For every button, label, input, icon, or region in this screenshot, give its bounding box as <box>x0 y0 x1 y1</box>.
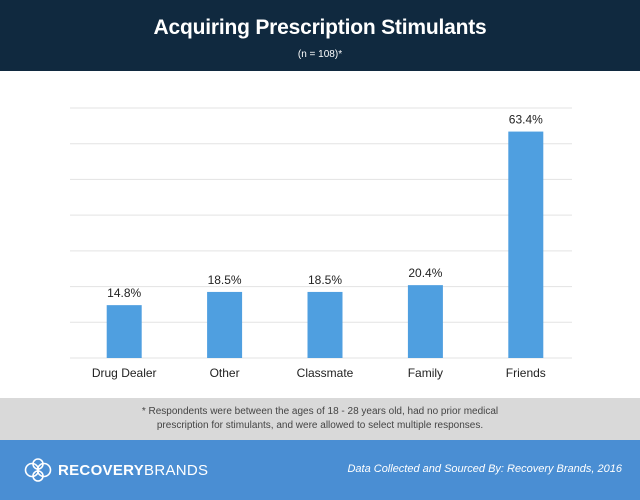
data-label: 18.5% <box>208 273 242 287</box>
chart-area: 14.8% Drug Dealer 18.5% Other 18.5% Classmate… <box>0 71 640 398</box>
brand-name-light: BRANDS <box>144 461 209 479</box>
bar-friends <box>508 131 544 358</box>
data-label: 14.8% <box>107 286 141 300</box>
chart-title: Acquiring Prescription Stimulants <box>153 16 487 39</box>
category-label: Other <box>210 366 240 380</box>
data-label: 18.5% <box>308 273 342 287</box>
brand-name: RECOVERYBRANDS <box>58 462 208 479</box>
bar-chart: 14.8% Drug Dealer 18.5% Other 18.5% Classmate… <box>70 107 572 380</box>
category-label: Friends <box>506 366 546 380</box>
recovery-brands-logo-icon <box>24 458 52 482</box>
data-label: 20.4% <box>408 266 442 280</box>
brand-name-bold: RECOVERY <box>58 461 145 479</box>
bar-drug-dealer <box>106 305 142 358</box>
bar-classmate <box>307 291 343 358</box>
chart-subtitle: (n = 108)* <box>297 49 343 60</box>
category-label: Family <box>408 366 443 380</box>
footnote-text: * Respondents were between the ages of 1… <box>141 406 499 431</box>
source-credit: Data Collected and Sourced By: Recovery … <box>347 463 622 475</box>
brand-logo: RECOVERYBRANDS <box>22 458 208 482</box>
footnote-bar: * Respondents were between the ages of 1… <box>0 398 640 440</box>
footer-bar: RECOVERYBRANDS Data Collected and Source… <box>0 440 640 500</box>
category-label: Drug Dealer <box>92 366 157 380</box>
bar-other <box>207 291 243 358</box>
data-label: 63.4% <box>509 113 543 127</box>
chart-header: Acquiring Prescription Stimulants (n = 1… <box>0 0 640 71</box>
category-label: Classmate <box>297 366 354 380</box>
bar-family <box>407 285 443 358</box>
